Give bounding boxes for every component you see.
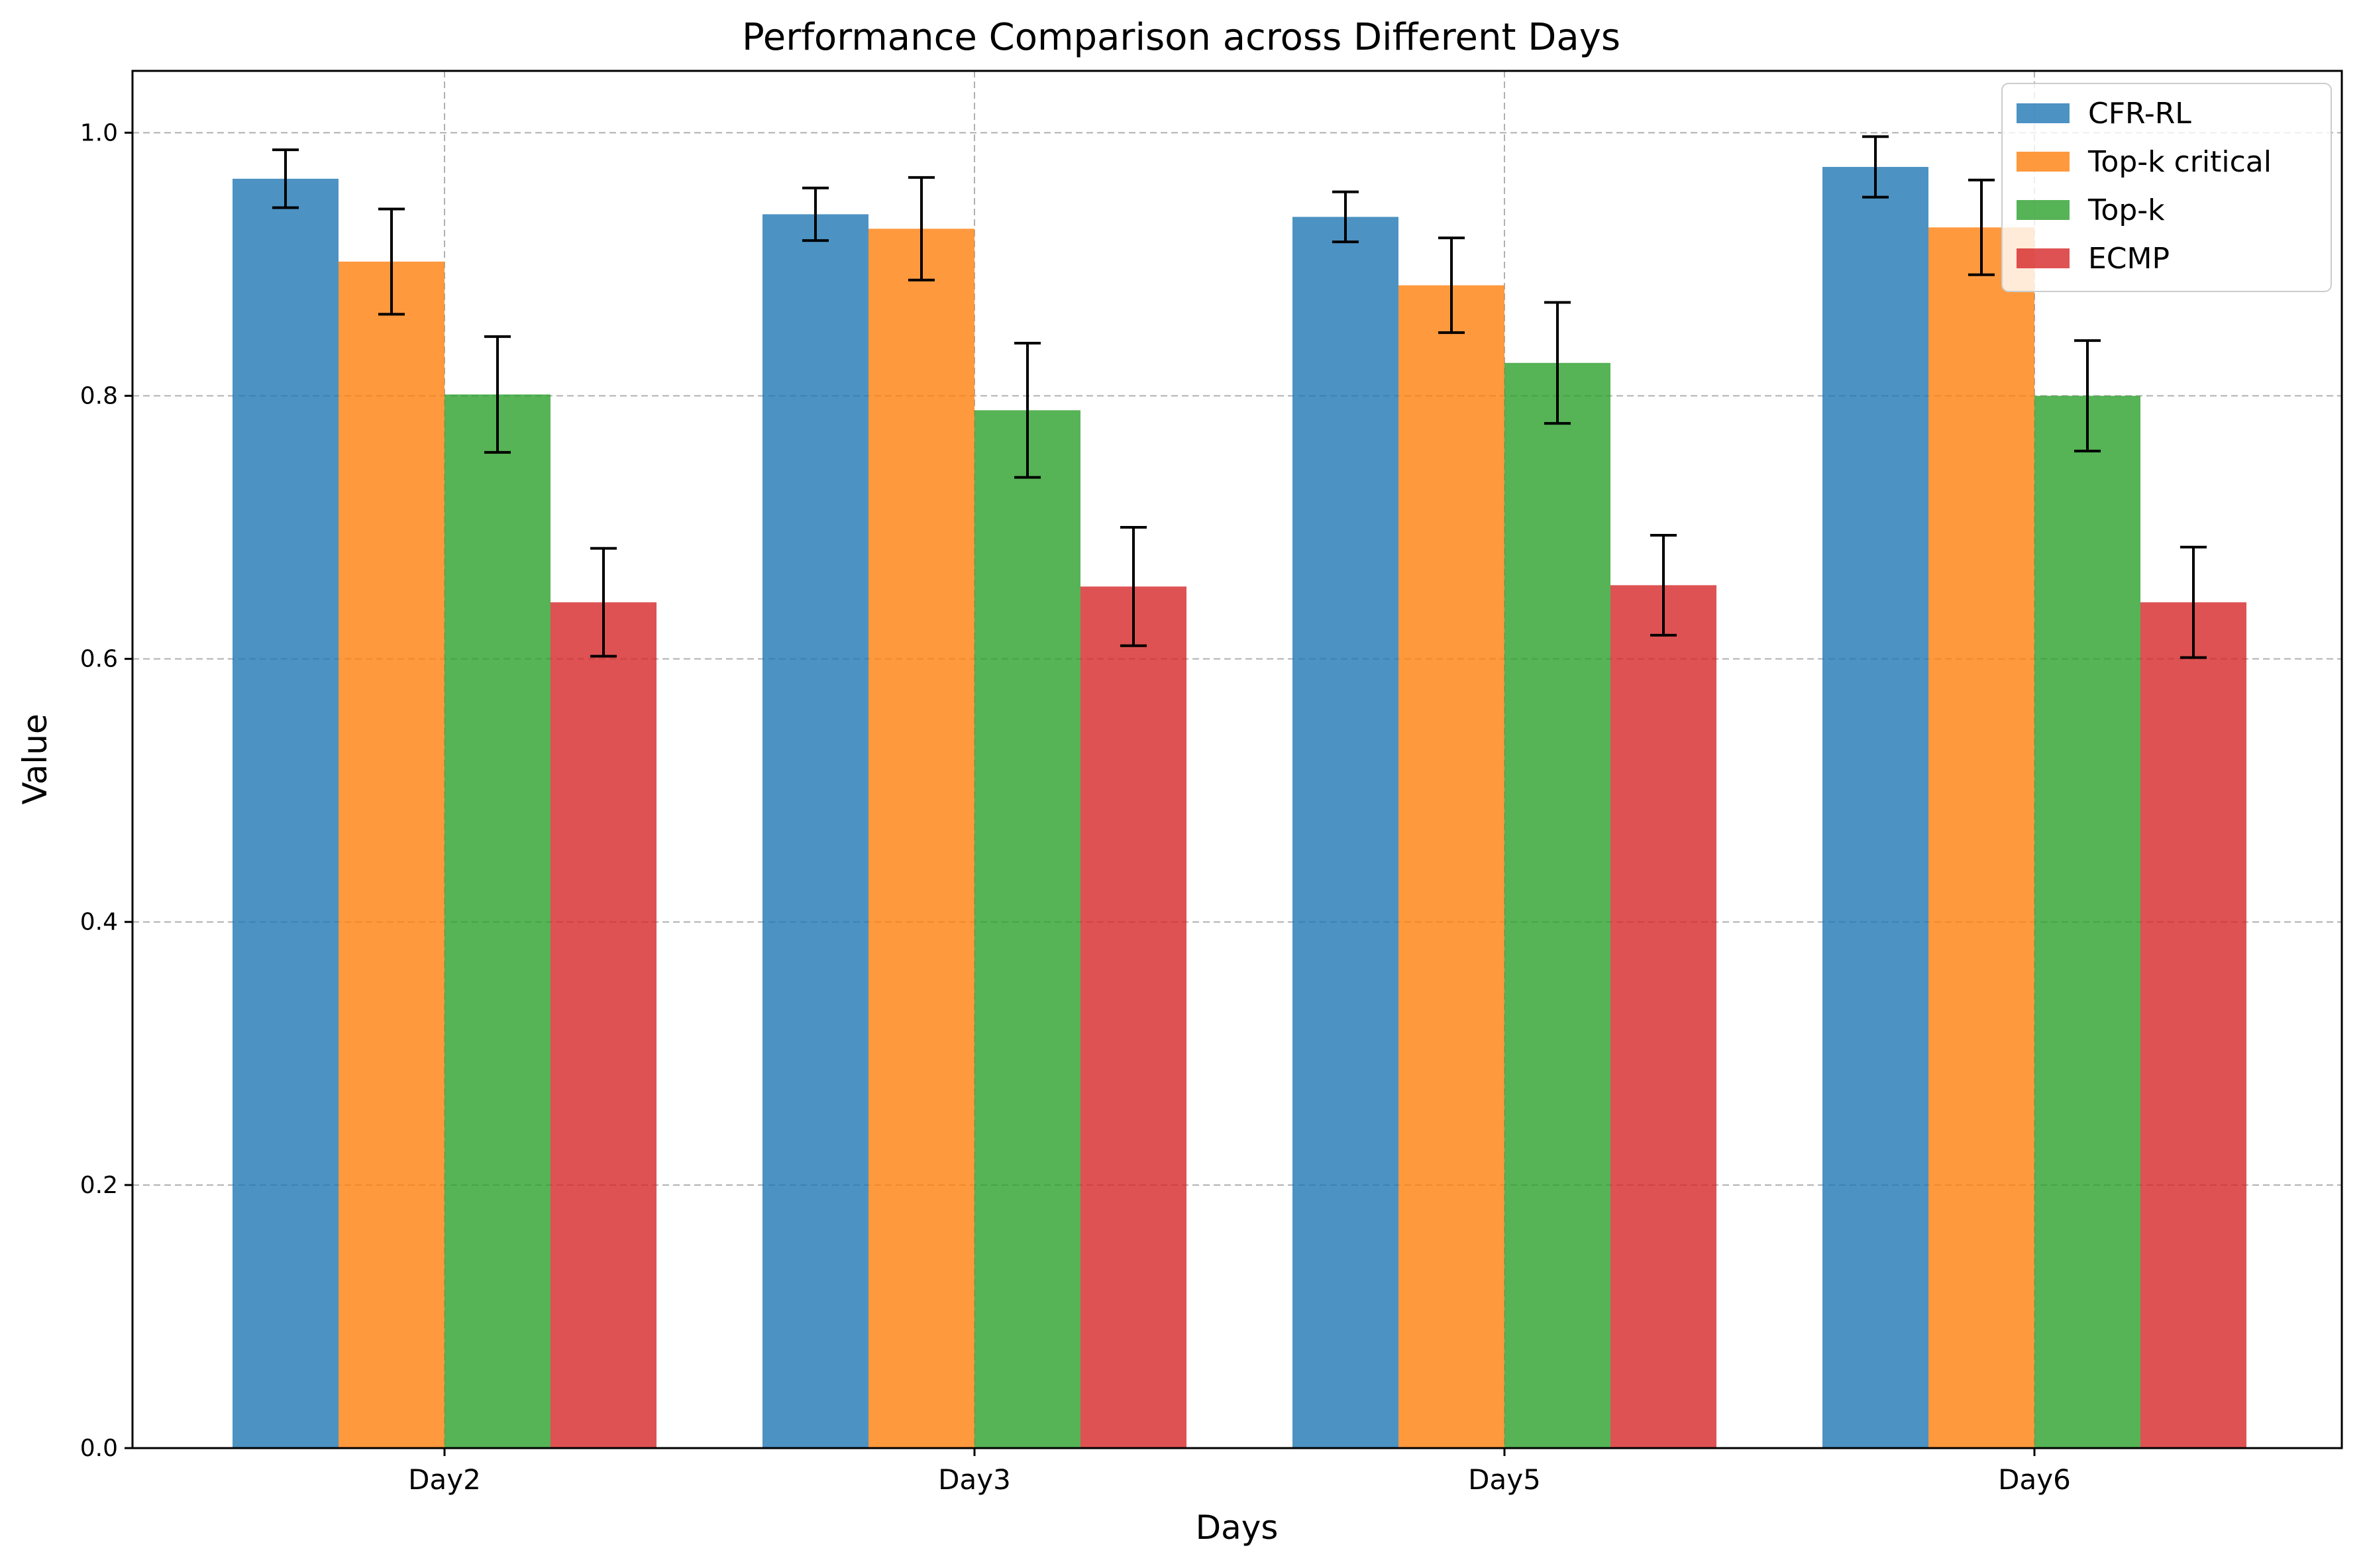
bar	[1610, 585, 1716, 1449]
legend-swatch	[2017, 152, 2070, 172]
x-axis-label: Days	[1196, 1508, 1279, 1547]
legend-label: ECMP	[2088, 242, 2170, 276]
bar	[1292, 217, 1398, 1449]
bar	[1398, 285, 1504, 1448]
y-tick-label: 0.4	[80, 909, 118, 936]
legend-swatch	[2017, 103, 2070, 123]
y-tick-label: 1.0	[80, 119, 118, 146]
y-tick-label: 0.8	[80, 382, 118, 409]
error-bars	[272, 135, 2207, 659]
legend-label: Top-k critical	[2087, 145, 2272, 179]
y-tick-label: 0.0	[80, 1435, 118, 1462]
chart-title: Performance Comparison across Different …	[742, 16, 1620, 59]
x-tick-label: Day5	[1468, 1463, 1541, 1496]
bar	[868, 229, 974, 1449]
x-axis: Day2 Day3 Day5 Day6	[408, 1448, 2071, 1496]
bar	[339, 261, 445, 1449]
bar	[445, 394, 551, 1449]
y-tick-label: 0.2	[80, 1172, 118, 1199]
bar	[2034, 395, 2140, 1448]
bar	[974, 410, 1080, 1448]
x-tick-label: Day6	[1998, 1463, 2071, 1496]
bar	[1504, 362, 1610, 1448]
x-tick-label: Day3	[938, 1463, 1011, 1496]
bar	[2140, 602, 2246, 1448]
legend-label: Top-k	[2087, 193, 2165, 227]
legend-swatch	[2017, 200, 2070, 220]
y-axis-label: Value	[16, 713, 54, 804]
bar	[551, 602, 657, 1448]
bar	[1822, 166, 1928, 1449]
bar	[762, 214, 868, 1449]
plot-frame	[131, 70, 2343, 1449]
legend: CFR-RL Top-k critical Top-k ECMP	[2001, 83, 2332, 292]
bar	[1928, 227, 2034, 1448]
y-axis: 0.0 0.2 0.4 0.6 0.8 1.0	[80, 119, 132, 1462]
legend-box	[2001, 83, 2332, 292]
bar	[233, 178, 339, 1449]
x-tick-label: Day2	[408, 1463, 481, 1496]
bars	[233, 166, 2246, 1449]
legend-label: CFR-RL	[2088, 97, 2191, 131]
bar	[1080, 586, 1186, 1448]
y-tick-label: 0.6	[80, 646, 118, 673]
legend-swatch	[2017, 248, 2070, 268]
